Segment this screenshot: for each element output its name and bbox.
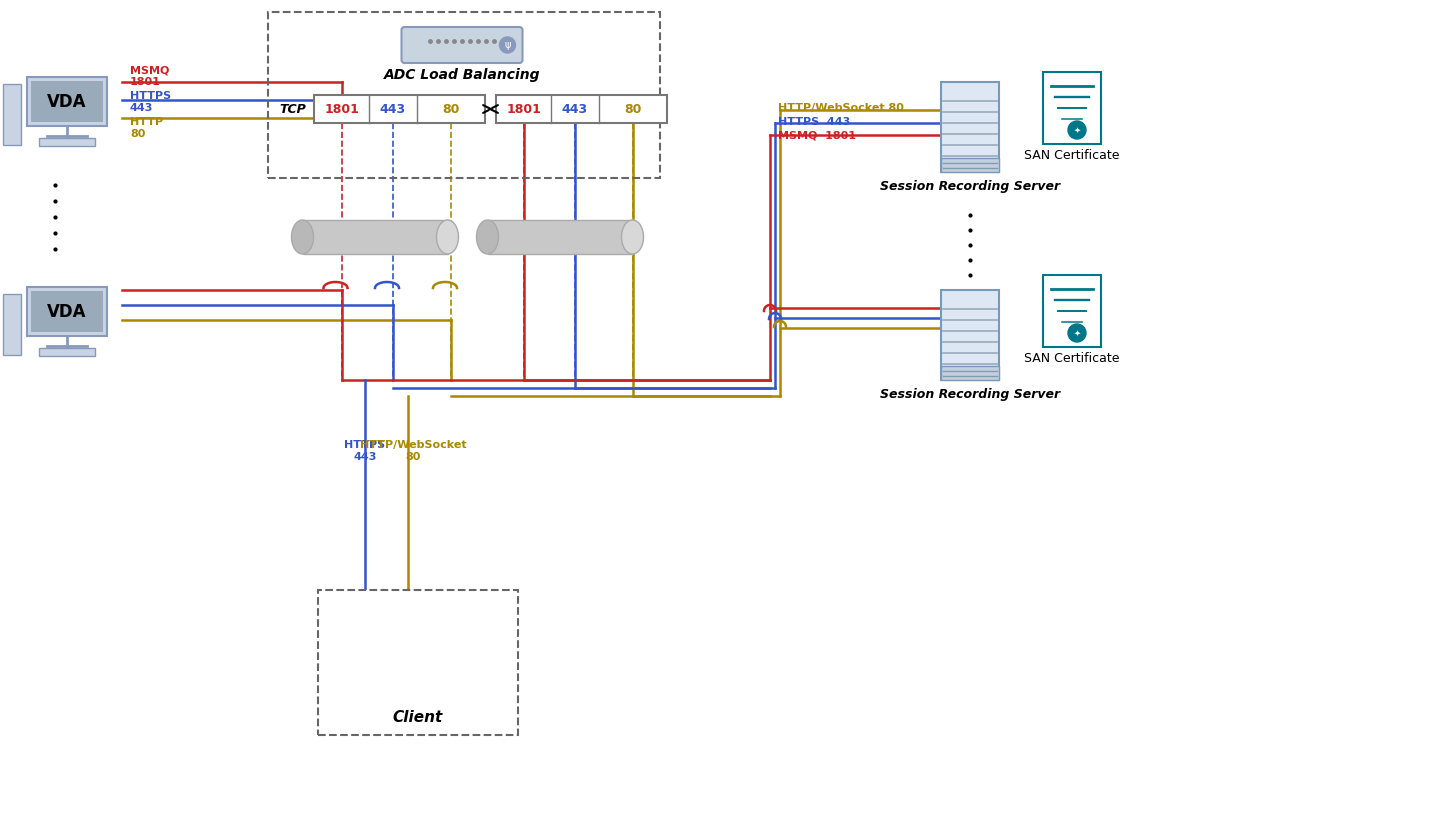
FancyBboxPatch shape [488, 220, 633, 254]
Text: ADC Load Balancing: ADC Load Balancing [383, 68, 540, 82]
Circle shape [444, 637, 460, 653]
FancyBboxPatch shape [1043, 72, 1101, 144]
Text: VDA: VDA [46, 303, 87, 320]
Ellipse shape [621, 220, 643, 254]
Circle shape [434, 626, 470, 663]
Circle shape [1069, 121, 1086, 139]
Text: MSMQ
1801: MSMQ 1801 [131, 65, 170, 87]
Text: 1801: 1801 [324, 103, 359, 116]
Text: TCP: TCP [279, 103, 306, 116]
FancyBboxPatch shape [302, 220, 447, 254]
Circle shape [499, 37, 515, 53]
Text: HTTP
80: HTTP 80 [131, 117, 163, 139]
Text: 80: 80 [443, 103, 460, 116]
Text: HTTPS
443: HTTPS 443 [344, 440, 386, 461]
FancyBboxPatch shape [26, 287, 107, 337]
Circle shape [425, 619, 478, 671]
FancyBboxPatch shape [941, 290, 999, 380]
Text: 443: 443 [562, 103, 588, 116]
Text: HTTPS  443: HTTPS 443 [778, 117, 851, 127]
FancyBboxPatch shape [39, 138, 94, 146]
Circle shape [373, 634, 395, 656]
Text: Client: Client [393, 709, 443, 724]
Text: 80: 80 [624, 103, 642, 116]
FancyBboxPatch shape [314, 95, 485, 123]
Text: MSMQ  1801: MSMQ 1801 [778, 130, 857, 140]
Text: SAN Certificate: SAN Certificate [1024, 149, 1119, 162]
Text: 443: 443 [380, 103, 407, 116]
FancyBboxPatch shape [3, 293, 20, 355]
Text: HTTP/WebSocket
80: HTTP/WebSocket 80 [360, 440, 466, 461]
FancyBboxPatch shape [39, 348, 94, 355]
Ellipse shape [292, 220, 314, 254]
Text: VDA: VDA [46, 93, 87, 111]
FancyBboxPatch shape [941, 82, 999, 172]
Circle shape [376, 638, 391, 652]
FancyBboxPatch shape [402, 27, 523, 63]
FancyBboxPatch shape [26, 77, 107, 126]
FancyBboxPatch shape [1043, 275, 1101, 347]
Text: HTTP/WebSocket 80: HTTP/WebSocket 80 [778, 103, 905, 113]
FancyBboxPatch shape [941, 158, 999, 172]
Circle shape [1069, 324, 1086, 342]
Text: HTTPS
443: HTTPS 443 [131, 91, 171, 112]
Text: SAN Certificate: SAN Certificate [1024, 352, 1119, 365]
Circle shape [359, 619, 409, 671]
Ellipse shape [437, 220, 459, 254]
Text: Session Recording Server: Session Recording Server [880, 388, 1060, 401]
Text: Session Recording Server: Session Recording Server [880, 180, 1060, 193]
Text: 1801: 1801 [507, 103, 542, 116]
FancyBboxPatch shape [318, 590, 518, 735]
Text: ✦: ✦ [1073, 328, 1080, 337]
FancyBboxPatch shape [941, 366, 999, 380]
Text: ψ: ψ [504, 40, 511, 50]
FancyBboxPatch shape [3, 84, 20, 145]
FancyBboxPatch shape [497, 95, 666, 123]
FancyBboxPatch shape [30, 80, 103, 122]
Ellipse shape [476, 220, 498, 254]
FancyBboxPatch shape [30, 291, 103, 333]
Text: ✦: ✦ [1073, 126, 1080, 135]
